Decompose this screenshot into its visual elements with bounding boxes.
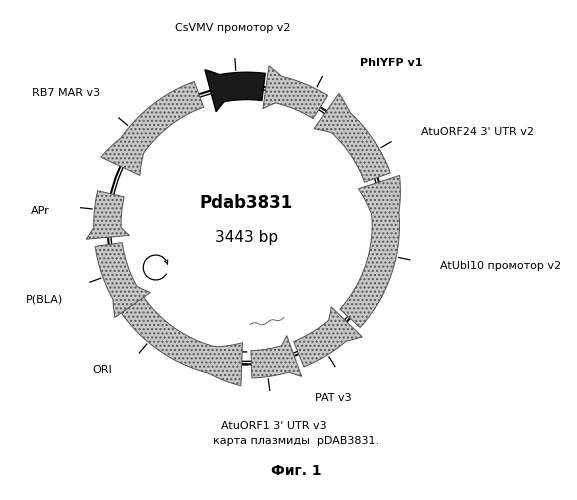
Polygon shape bbox=[263, 66, 328, 118]
Text: карта плазмиды  pDAB3831.: карта плазмиды pDAB3831. bbox=[213, 436, 379, 446]
Polygon shape bbox=[87, 190, 129, 239]
Text: RB7 MAR v3: RB7 MAR v3 bbox=[32, 88, 100, 98]
Text: PAT v3: PAT v3 bbox=[314, 393, 351, 403]
Text: P(BLA): P(BLA) bbox=[26, 294, 63, 304]
Text: APr: APr bbox=[31, 206, 50, 216]
Text: AtUbl10 промотор v2: AtUbl10 промотор v2 bbox=[440, 261, 561, 271]
Text: ORI: ORI bbox=[92, 364, 112, 374]
Polygon shape bbox=[205, 70, 265, 112]
Polygon shape bbox=[117, 292, 242, 386]
Text: AtuORF24 3' UTR v2: AtuORF24 3' UTR v2 bbox=[421, 128, 534, 138]
Polygon shape bbox=[294, 307, 362, 367]
Text: PhIYFP v1: PhIYFP v1 bbox=[360, 58, 422, 68]
Text: Pdab3831: Pdab3831 bbox=[200, 194, 293, 212]
Polygon shape bbox=[101, 82, 204, 176]
Polygon shape bbox=[95, 242, 150, 318]
Polygon shape bbox=[251, 336, 302, 378]
Polygon shape bbox=[340, 176, 400, 328]
Text: AtuORF1 3' UTR v3: AtuORF1 3' UTR v3 bbox=[222, 421, 327, 431]
Text: CsVMV промотор v2: CsVMV промотор v2 bbox=[175, 24, 291, 34]
Polygon shape bbox=[314, 94, 390, 182]
Text: 3443 bp: 3443 bp bbox=[215, 230, 278, 245]
Text: Фиг. 1: Фиг. 1 bbox=[271, 464, 321, 478]
